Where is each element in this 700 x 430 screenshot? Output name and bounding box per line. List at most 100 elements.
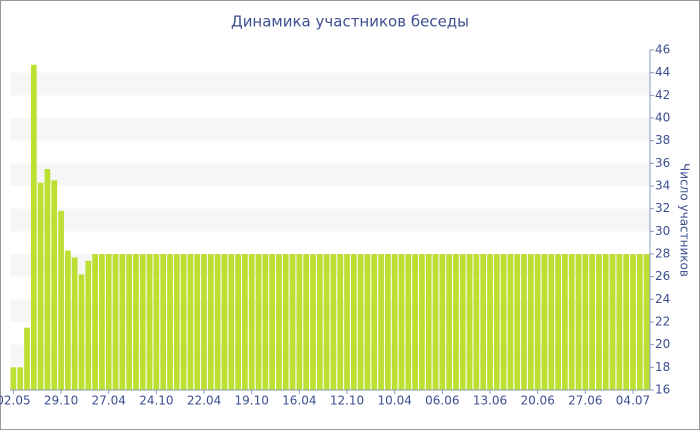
bar [207, 254, 214, 390]
bar [30, 64, 37, 390]
y-tick-label: 40 [655, 111, 670, 125]
bar [541, 254, 548, 390]
x-tick-label: 24.10 [139, 394, 173, 408]
bar [480, 254, 487, 390]
bar [119, 254, 126, 390]
bar [133, 254, 139, 390]
bar [276, 254, 282, 390]
y-tick-label: 16 [655, 383, 670, 397]
grid-band [10, 118, 650, 141]
bar [17, 367, 24, 390]
y-axis-label: Число участников [678, 163, 692, 277]
bar [255, 254, 262, 390]
y-tick-label: 34 [655, 179, 670, 193]
bar [623, 254, 630, 390]
bar [412, 254, 418, 390]
y-tick-label: 28 [655, 247, 670, 261]
bar [303, 254, 310, 390]
bar [453, 254, 459, 390]
x-tick-label: 10.04 [378, 394, 412, 408]
bar [596, 254, 602, 390]
y-tick-label: 26 [655, 269, 670, 283]
bar [385, 254, 391, 390]
bar [636, 254, 643, 390]
bar [282, 254, 289, 390]
x-tick-label: 29.10 [44, 394, 78, 408]
x-tick-label: 22.04 [187, 394, 221, 408]
chart-title: Динамика участников беседы [231, 13, 469, 31]
bar [173, 254, 180, 390]
bar [609, 254, 616, 390]
y-tick-label: 32 [655, 201, 670, 215]
x-tick-label: 02.05 [0, 394, 31, 408]
bar [112, 254, 119, 390]
y-tick-label: 30 [655, 224, 670, 238]
bar [92, 254, 98, 390]
bar [71, 257, 78, 390]
bar [105, 254, 112, 390]
bar [616, 254, 623, 390]
x-tick-label: 13.06 [473, 394, 507, 408]
bar [459, 254, 466, 390]
bar [310, 254, 316, 390]
y-tick-label: 18 [655, 360, 670, 374]
bar [487, 254, 493, 390]
bar [419, 254, 425, 390]
bar [582, 254, 589, 390]
grid-band [10, 72, 650, 96]
bar [65, 250, 71, 390]
bar [439, 254, 446, 390]
bar [575, 254, 582, 390]
bar [221, 254, 228, 390]
x-tick-label: 19.10 [235, 394, 269, 408]
bar [214, 254, 221, 390]
bar [500, 254, 507, 390]
bar [323, 254, 330, 390]
bar [425, 254, 432, 390]
bar [432, 254, 439, 390]
bar [180, 254, 187, 390]
bar [153, 254, 160, 390]
x-tick-label: 27.04 [92, 394, 126, 408]
bar [350, 254, 357, 390]
y-tick-label: 20 [655, 337, 670, 351]
bar [37, 182, 44, 390]
bar [473, 254, 480, 390]
bar [562, 254, 568, 390]
bar [289, 254, 296, 390]
bar [521, 254, 527, 390]
bar [146, 254, 153, 390]
bar [316, 254, 323, 390]
bar [534, 254, 541, 390]
bar [139, 254, 146, 390]
bar [364, 254, 371, 390]
bar [235, 254, 241, 390]
bar [51, 180, 58, 390]
bar [194, 254, 201, 390]
y-tick-label: 42 [655, 88, 670, 102]
bar [201, 254, 207, 390]
bar [514, 254, 521, 390]
x-tick-label: 27.06 [568, 394, 602, 408]
bar [357, 254, 364, 390]
bar [44, 169, 51, 390]
bar [99, 254, 105, 390]
bar [466, 254, 473, 390]
bar [167, 254, 173, 390]
y-tick-label: 22 [655, 315, 670, 329]
x-tick-label: 12.10 [330, 394, 364, 408]
bar [398, 254, 405, 390]
bar [24, 327, 30, 390]
bar [85, 260, 92, 390]
y-tick-label: 44 [655, 65, 670, 79]
bar [58, 210, 64, 390]
bar [242, 254, 248, 390]
bar [446, 254, 453, 390]
bar [187, 254, 194, 390]
bar [248, 254, 255, 390]
bar [296, 254, 303, 390]
y-tick-label: 36 [655, 156, 670, 170]
bar [228, 254, 235, 390]
bar [602, 254, 609, 390]
